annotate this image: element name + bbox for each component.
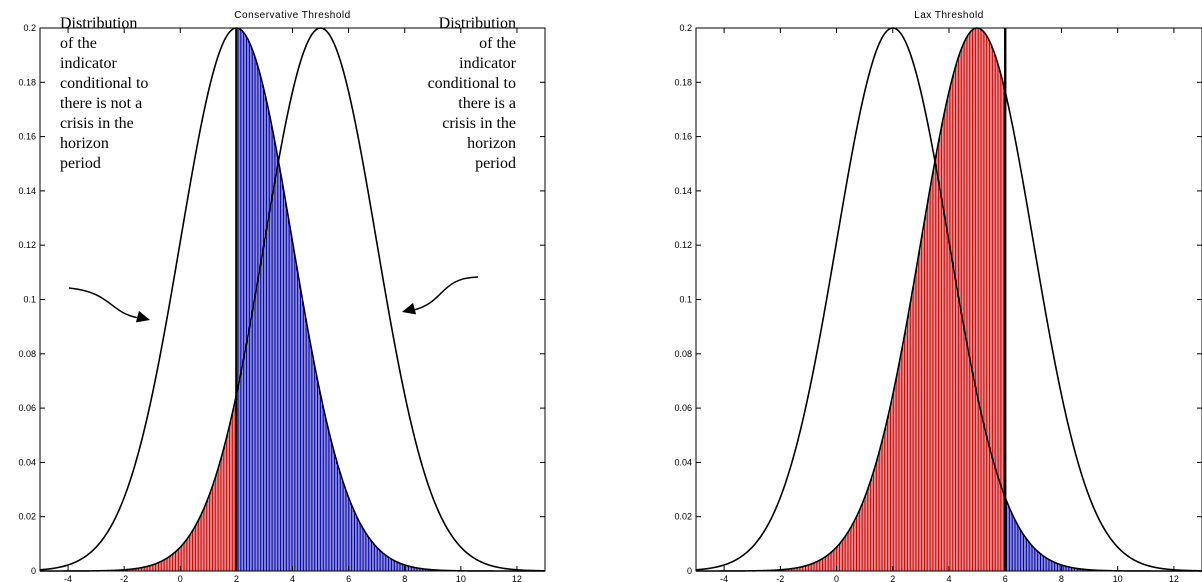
x-tick-label: -2 [776,574,784,582]
annotation-line: indicator [459,55,516,72]
y-tick-label: 0.06 [18,403,36,413]
arrow-to-crisis-curve [413,276,479,311]
y-tick-label: 0.1 [679,295,692,305]
y-tick-label: 0.14 [18,186,36,196]
chart-svg-conservative: -4 -2 0 2 4 6 8 10 12 0 0.02 0.04 0.06 0.08 0.1 0.12 0.1… [18,10,546,582]
y-tick-label: 0.18 [18,77,36,87]
chart-title: Conservative Threshold [234,10,350,21]
y-tick-label: 0.02 [674,512,692,522]
y-tick-label: 0.12 [674,240,692,250]
y-tick-label: 0 [31,566,36,576]
y-tick-label: 0.02 [18,512,36,522]
y-tick-label: 0.16 [18,132,36,142]
annotation-crisis: Distribution of the indicator conditional t… [386,14,516,174]
x-tick-label: 12 [1169,574,1179,582]
annotation-line: Distribution [438,15,516,32]
x-tick-label: 6 [1003,574,1008,582]
arrow-to-crisis-curve-head [402,302,417,315]
x-tick-label: 12 [512,574,522,582]
annotation-line: of the [479,35,516,52]
y-tick-label: 0.2 [23,23,36,33]
x-tick-label: 8 [402,574,407,582]
annotation-line: horizon [467,135,516,152]
x-tick-label: 4 [946,574,951,582]
y-tick-label: 0 [687,566,692,576]
y-tick-label: 0.12 [18,240,36,250]
chart-title: Lax Threshold [914,10,984,21]
y-tick-label: 0.16 [674,132,692,142]
chart-lax-threshold: -4 -2 0 2 4 6 8 10 12 0 0.02 0.04 0.06 0.08 0.1 0.12 0.1… [640,0,1202,582]
x-tick-label: -2 [120,574,128,582]
arrow-to-no-crisis-curve-head [135,310,150,323]
x-tick-label: 6 [346,574,351,582]
y-tick-label: 0.2 [679,23,692,33]
annotation-line: of the [60,35,97,52]
y-tick-label: 0.06 [674,403,692,413]
y-tick-label: 0.18 [674,77,692,87]
y-tick-label: 0.1 [23,295,36,305]
x-tick-label: 2 [234,574,239,582]
y-tick-label: 0.08 [18,349,36,359]
annotation-line: there is a [458,95,516,112]
chart-conservative-threshold: -4 -2 0 2 4 6 8 10 12 0 0.02 0.04 0.06 0.08 0.1 0.12 0.1… [0,0,560,582]
annotation-no-crisis: Distribution of the indicator conditional t… [60,14,190,174]
chart-svg-lax: -4 -2 0 2 4 6 8 10 12 0 0.02 0.04 0.06 0.08 0.1 0.12 0.1… [674,10,1202,582]
annotation-line: Distribution [60,15,138,32]
y-tick-label: 0.08 [674,349,692,359]
annotation-line: horizon [60,135,109,152]
annotation-line: period [475,155,516,172]
arrow-to-no-crisis-curve [68,287,141,319]
x-tick-label: 4 [290,574,295,582]
annotation-line: crisis in the [60,115,134,132]
x-tick-label: 8 [1059,574,1064,582]
y-tick-label: 0.04 [18,457,36,467]
annotation-line: indicator [60,55,117,72]
x-tick-label: 0 [178,574,183,582]
x-tick-label: 2 [890,574,895,582]
y-tick-label: 0.04 [674,457,692,467]
annotation-line: conditional to [60,75,149,92]
shaded-regions [778,28,1091,571]
annotation-line: conditional to [427,75,516,92]
x-tick-label: 0 [834,574,839,582]
annotation-line: period [60,155,101,172]
x-tick-label: -4 [720,574,728,582]
x-tick-label: 10 [456,574,466,582]
annotation-line: crisis in the [442,115,516,132]
x-tick-label: 10 [1113,574,1123,582]
annotation-line: there is not a [60,95,143,112]
y-tick-label: 0.14 [674,186,692,196]
x-tick-label: -4 [64,574,72,582]
